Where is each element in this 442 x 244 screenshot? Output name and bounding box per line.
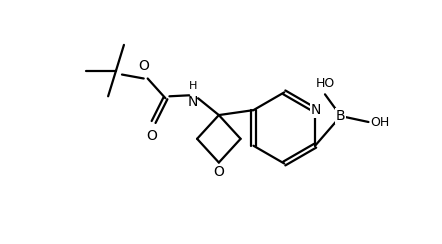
- Text: B: B: [336, 109, 346, 123]
- Text: N: N: [188, 95, 198, 109]
- Text: O: O: [138, 59, 149, 72]
- Text: N: N: [311, 103, 321, 117]
- Text: H: H: [189, 81, 197, 91]
- Text: O: O: [146, 129, 157, 143]
- Text: HO: HO: [315, 77, 335, 90]
- Text: O: O: [213, 164, 224, 179]
- Text: OH: OH: [370, 115, 390, 129]
